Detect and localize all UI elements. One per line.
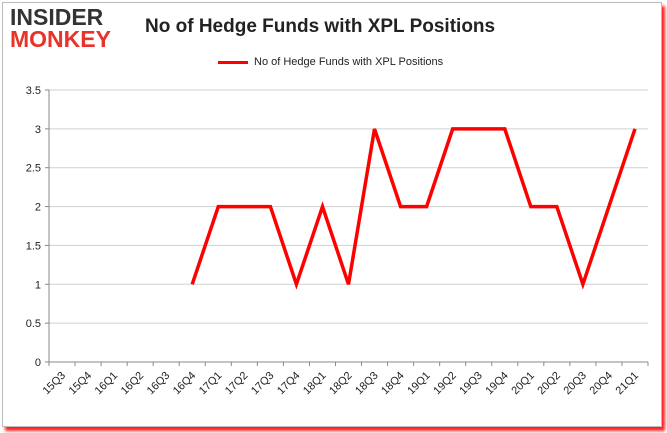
x-tick-label: 19Q4 [483, 370, 511, 398]
y-tick-label: 3 [35, 124, 41, 136]
chart-title: No of Hedge Funds with XPL Positions [145, 16, 496, 37]
legend-label: No of Hedge Funds with XPL Positions [254, 56, 444, 68]
x-tick-label: 18Q2 [327, 370, 355, 398]
x-tick-label: 21Q1 [614, 370, 642, 398]
x-tick-label: 16Q1 [93, 370, 121, 398]
y-tick-label: 2 [35, 202, 41, 214]
x-tick-label: 15Q3 [41, 370, 69, 398]
x-tick-label: 20Q3 [561, 370, 589, 398]
x-tick-label: 16Q2 [119, 370, 147, 398]
x-tick-label: 15Q4 [67, 370, 95, 398]
y-tick-label: 1 [35, 279, 41, 291]
x-tick-label: 18Q1 [301, 370, 329, 398]
chart-frame [2, 2, 662, 427]
x-tick-label: 16Q3 [145, 370, 173, 398]
x-tick-label: 19Q3 [457, 370, 485, 398]
y-tick-label: 3.5 [26, 85, 41, 97]
y-tick-label: 1.5 [26, 240, 41, 252]
legend: No of Hedge Funds with XPL Positions [218, 56, 443, 68]
x-tick-label: 17Q4 [275, 370, 303, 398]
x-tick-label: 20Q2 [535, 370, 563, 398]
x-tick-label: 18Q4 [379, 370, 407, 398]
insider-monkey-logo: INSIDER MONKEY [10, 4, 111, 52]
y-tick-label: 2.5 [26, 163, 41, 175]
y-tick-label: 0.5 [26, 318, 41, 330]
x-tick-label: 19Q2 [431, 370, 459, 398]
x-tick-label: 20Q4 [588, 370, 616, 398]
series-line [190, 127, 637, 290]
x-tick-label: 17Q2 [223, 370, 251, 398]
x-tick-label: 18Q3 [353, 370, 381, 398]
y-tick-label: 0 [35, 357, 41, 369]
x-tick-label: 16Q4 [171, 370, 199, 398]
x-tick-label: 17Q1 [197, 370, 225, 398]
x-tick-label: 17Q3 [249, 370, 277, 398]
x-tick-label: 20Q1 [509, 370, 537, 398]
x-tick-label: 19Q1 [405, 370, 433, 398]
legend-swatch [218, 60, 248, 64]
